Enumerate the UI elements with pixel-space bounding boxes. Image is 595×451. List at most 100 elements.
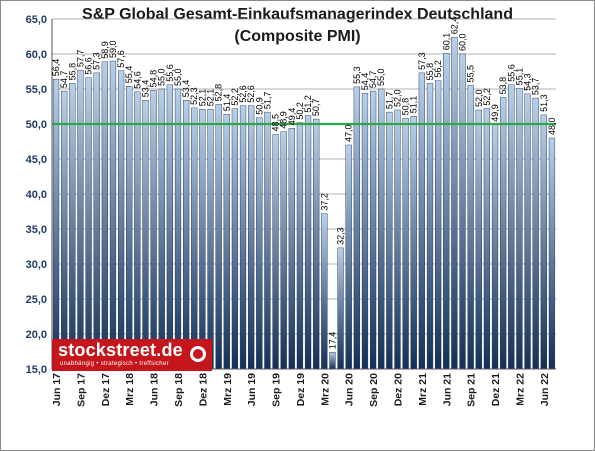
bar-value-label: 56,6 — [84, 57, 94, 75]
x-tick-label: Jun 19 — [246, 373, 258, 406]
bar — [77, 69, 84, 370]
bar-value-label: 52,6 — [246, 85, 256, 103]
bar — [52, 78, 60, 370]
y-tick-label: 35,0 — [26, 224, 47, 236]
bar-value-label: 55,3 — [352, 66, 362, 84]
x-tick-label: Dez 20 — [392, 373, 404, 406]
y-tick-label: 15,0 — [26, 364, 47, 376]
y-tick-label: 45,0 — [26, 154, 47, 166]
bar-value-label: 48,0 — [547, 117, 557, 135]
bar-value-label: 52,8 — [214, 84, 224, 102]
bar — [61, 90, 68, 370]
bar-value-label: 55,0 — [157, 68, 167, 86]
bar — [215, 104, 222, 370]
bar — [378, 88, 385, 370]
bar-value-label: 51,1 — [409, 96, 419, 114]
logo-check-icon — [190, 346, 206, 362]
bar-value-label: 55,0 — [173, 68, 183, 86]
bar — [483, 108, 491, 370]
bar-value-label: 37,2 — [319, 193, 329, 211]
bar-value-label: 60,0 — [458, 33, 468, 51]
bar — [508, 84, 515, 370]
bar-value-label: 55,8 — [425, 63, 435, 81]
bar — [280, 131, 287, 370]
x-tick-label: Dez 19 — [295, 373, 307, 406]
bar — [394, 109, 401, 370]
y-tick-label: 60,0 — [26, 49, 47, 61]
bar — [467, 85, 474, 370]
x-tick-label: Jun 21 — [441, 373, 453, 406]
bar-value-label: 55,0 — [376, 68, 386, 86]
x-axis: Jun 17 Sep 17 Dez 17 Mrz 18 Jun 18 Sep 18 Dez … — [51, 373, 551, 407]
bar-value-label: 55,8 — [67, 63, 77, 81]
x-tick-label: Mrz 18 — [124, 373, 136, 406]
bar-value-label: 51,7 — [384, 92, 394, 110]
bar — [426, 83, 434, 370]
bar-value-label: 32,3 — [336, 227, 346, 245]
bar-value-label: 62,4 — [449, 17, 459, 35]
bar-value-label: 52,6 — [238, 85, 248, 103]
bar-value-label: 52,0 — [392, 89, 402, 107]
bar-value-label: 57,3 — [92, 52, 102, 70]
bar-value-label: 52,2 — [482, 88, 492, 106]
bar-value-label: 55,4 — [124, 66, 134, 84]
x-tick-label: Jun 22 — [539, 373, 551, 406]
bar — [199, 109, 206, 370]
bar-value-label: 50,8 — [401, 98, 411, 116]
bar — [443, 53, 450, 370]
bar-value-label: 58,9 — [100, 41, 110, 59]
bar — [475, 109, 482, 370]
x-tick-label: Jun 20 — [344, 373, 356, 406]
y-tick-label: 40,0 — [26, 189, 47, 201]
bar-value-label: 55,5 — [466, 65, 476, 83]
bar-value-label: 55,6 — [506, 64, 516, 82]
bar — [500, 97, 507, 370]
x-tick-label: Sep 20 — [368, 373, 380, 407]
bar — [231, 108, 239, 370]
bar — [451, 37, 458, 370]
logo-wordmark: stockstreet.de — [58, 340, 183, 360]
bar-value-label: 51,7 — [262, 92, 272, 110]
value-labels: 56,454,755,857,756,657,358,959,057,655,4… — [51, 17, 557, 350]
bar — [288, 127, 295, 370]
x-tick-label: Dez 17 — [100, 373, 112, 406]
bar — [239, 105, 247, 370]
bar-value-label: 17,4 — [327, 332, 337, 350]
bar — [321, 213, 328, 370]
logo-tagline: unabhängig • strategisch • treffsicher — [60, 361, 169, 367]
bar — [174, 88, 182, 370]
bar — [272, 134, 279, 370]
x-tick-label: Mrz 19 — [222, 373, 234, 406]
x-tick-label: Mrz 21 — [417, 373, 429, 406]
bar — [69, 83, 76, 370]
bar — [491, 124, 499, 370]
bar — [142, 99, 149, 370]
chart-subtitle: (Composite PMI) — [234, 28, 361, 45]
bar — [117, 70, 125, 370]
bar — [418, 72, 425, 370]
bar-value-label: 52,1 — [206, 89, 216, 107]
bar — [459, 53, 466, 370]
bar — [410, 116, 417, 370]
bar-value-label: 52,3 — [189, 87, 199, 105]
y-tick-label: 50,0 — [26, 119, 47, 131]
bar — [134, 91, 141, 370]
bar-value-label: 54,4 — [360, 73, 370, 91]
bars — [52, 37, 556, 370]
bar-value-label: 60,1 — [441, 33, 451, 51]
bar-value-label: 50,7 — [311, 99, 321, 117]
bar — [296, 122, 304, 370]
stockstreet-logo: stockstreet.de unabhängig • strategisch … — [52, 339, 212, 371]
bar-value-label: 53,8 — [498, 77, 508, 95]
x-tick-label: Mrz 20 — [319, 373, 331, 406]
bar-value-label: 57,7 — [75, 50, 85, 68]
bar — [540, 114, 547, 370]
bar-value-label: 54,6 — [132, 71, 142, 89]
bar — [256, 117, 263, 370]
bar-value-label: 48,9 — [279, 111, 289, 129]
bar — [101, 61, 108, 370]
bar-value-label: 47,0 — [344, 124, 354, 142]
bar — [337, 247, 344, 370]
x-tick-label: Sep 17 — [75, 373, 87, 407]
